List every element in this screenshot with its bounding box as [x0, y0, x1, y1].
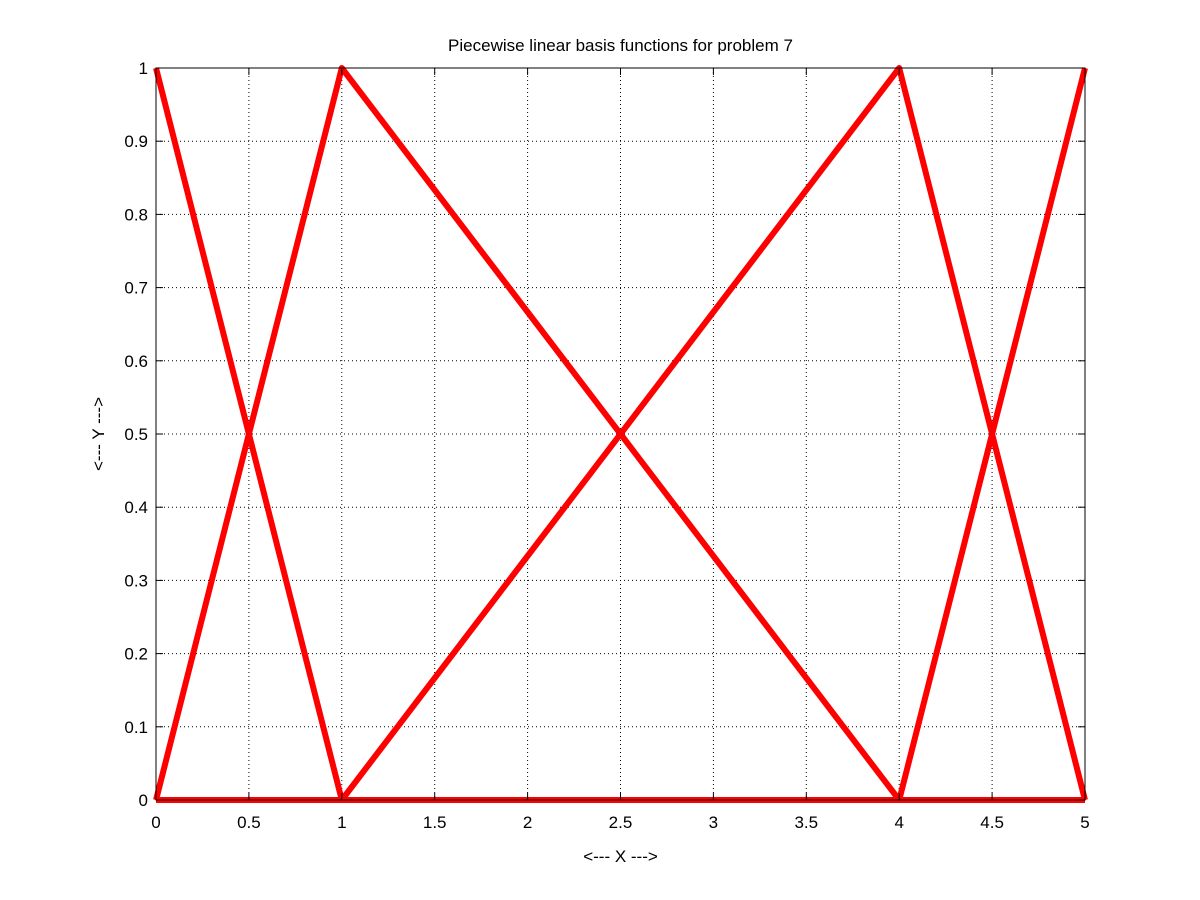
y-tick-label: 0.6 — [124, 352, 148, 371]
x-tick-label: 4.5 — [980, 813, 1004, 832]
y-tick-label: 0 — [139, 791, 148, 810]
x-tick-label: 1 — [337, 813, 346, 832]
y-tick-label: 1 — [139, 59, 148, 78]
x-tick-label: 0.5 — [237, 813, 261, 832]
y-axis-label: <--- Y ---> — [89, 397, 108, 471]
y-tick-label: 0.2 — [124, 645, 148, 664]
y-tick-label: 0.1 — [124, 718, 148, 737]
ticks — [155, 67, 1086, 801]
x-tick-labels: 0 0.5 1 1.5 2 2.5 3 3.5 4 4.5 5 — [151, 813, 1089, 832]
y-tick-label: 0.8 — [124, 205, 148, 224]
x-axis-label: <--- X ---> — [583, 847, 658, 866]
x-tick-label: 4 — [894, 813, 903, 832]
x-tick-label: 3 — [709, 813, 718, 832]
y-tick-label: 0.4 — [124, 498, 148, 517]
x-tick-label: 3.5 — [794, 813, 818, 832]
y-tick-labels: 0 0.1 0.2 0.3 0.4 0.5 0.6 0.7 0.8 0.9 1 — [124, 59, 148, 810]
y-tick-label: 0.5 — [124, 425, 148, 444]
x-tick-label: 2 — [523, 813, 532, 832]
x-tick-label: 5 — [1080, 813, 1089, 832]
chart-title: Piecewise linear basis functions for pro… — [448, 36, 793, 55]
x-tick-label: 1.5 — [423, 813, 447, 832]
x-tick-label: 0 — [151, 813, 160, 832]
y-tick-label: 0.3 — [124, 571, 148, 590]
x-tick-label: 2.5 — [609, 813, 633, 832]
y-tick-label: 0.7 — [124, 279, 148, 298]
y-tick-label: 0.9 — [124, 132, 148, 151]
